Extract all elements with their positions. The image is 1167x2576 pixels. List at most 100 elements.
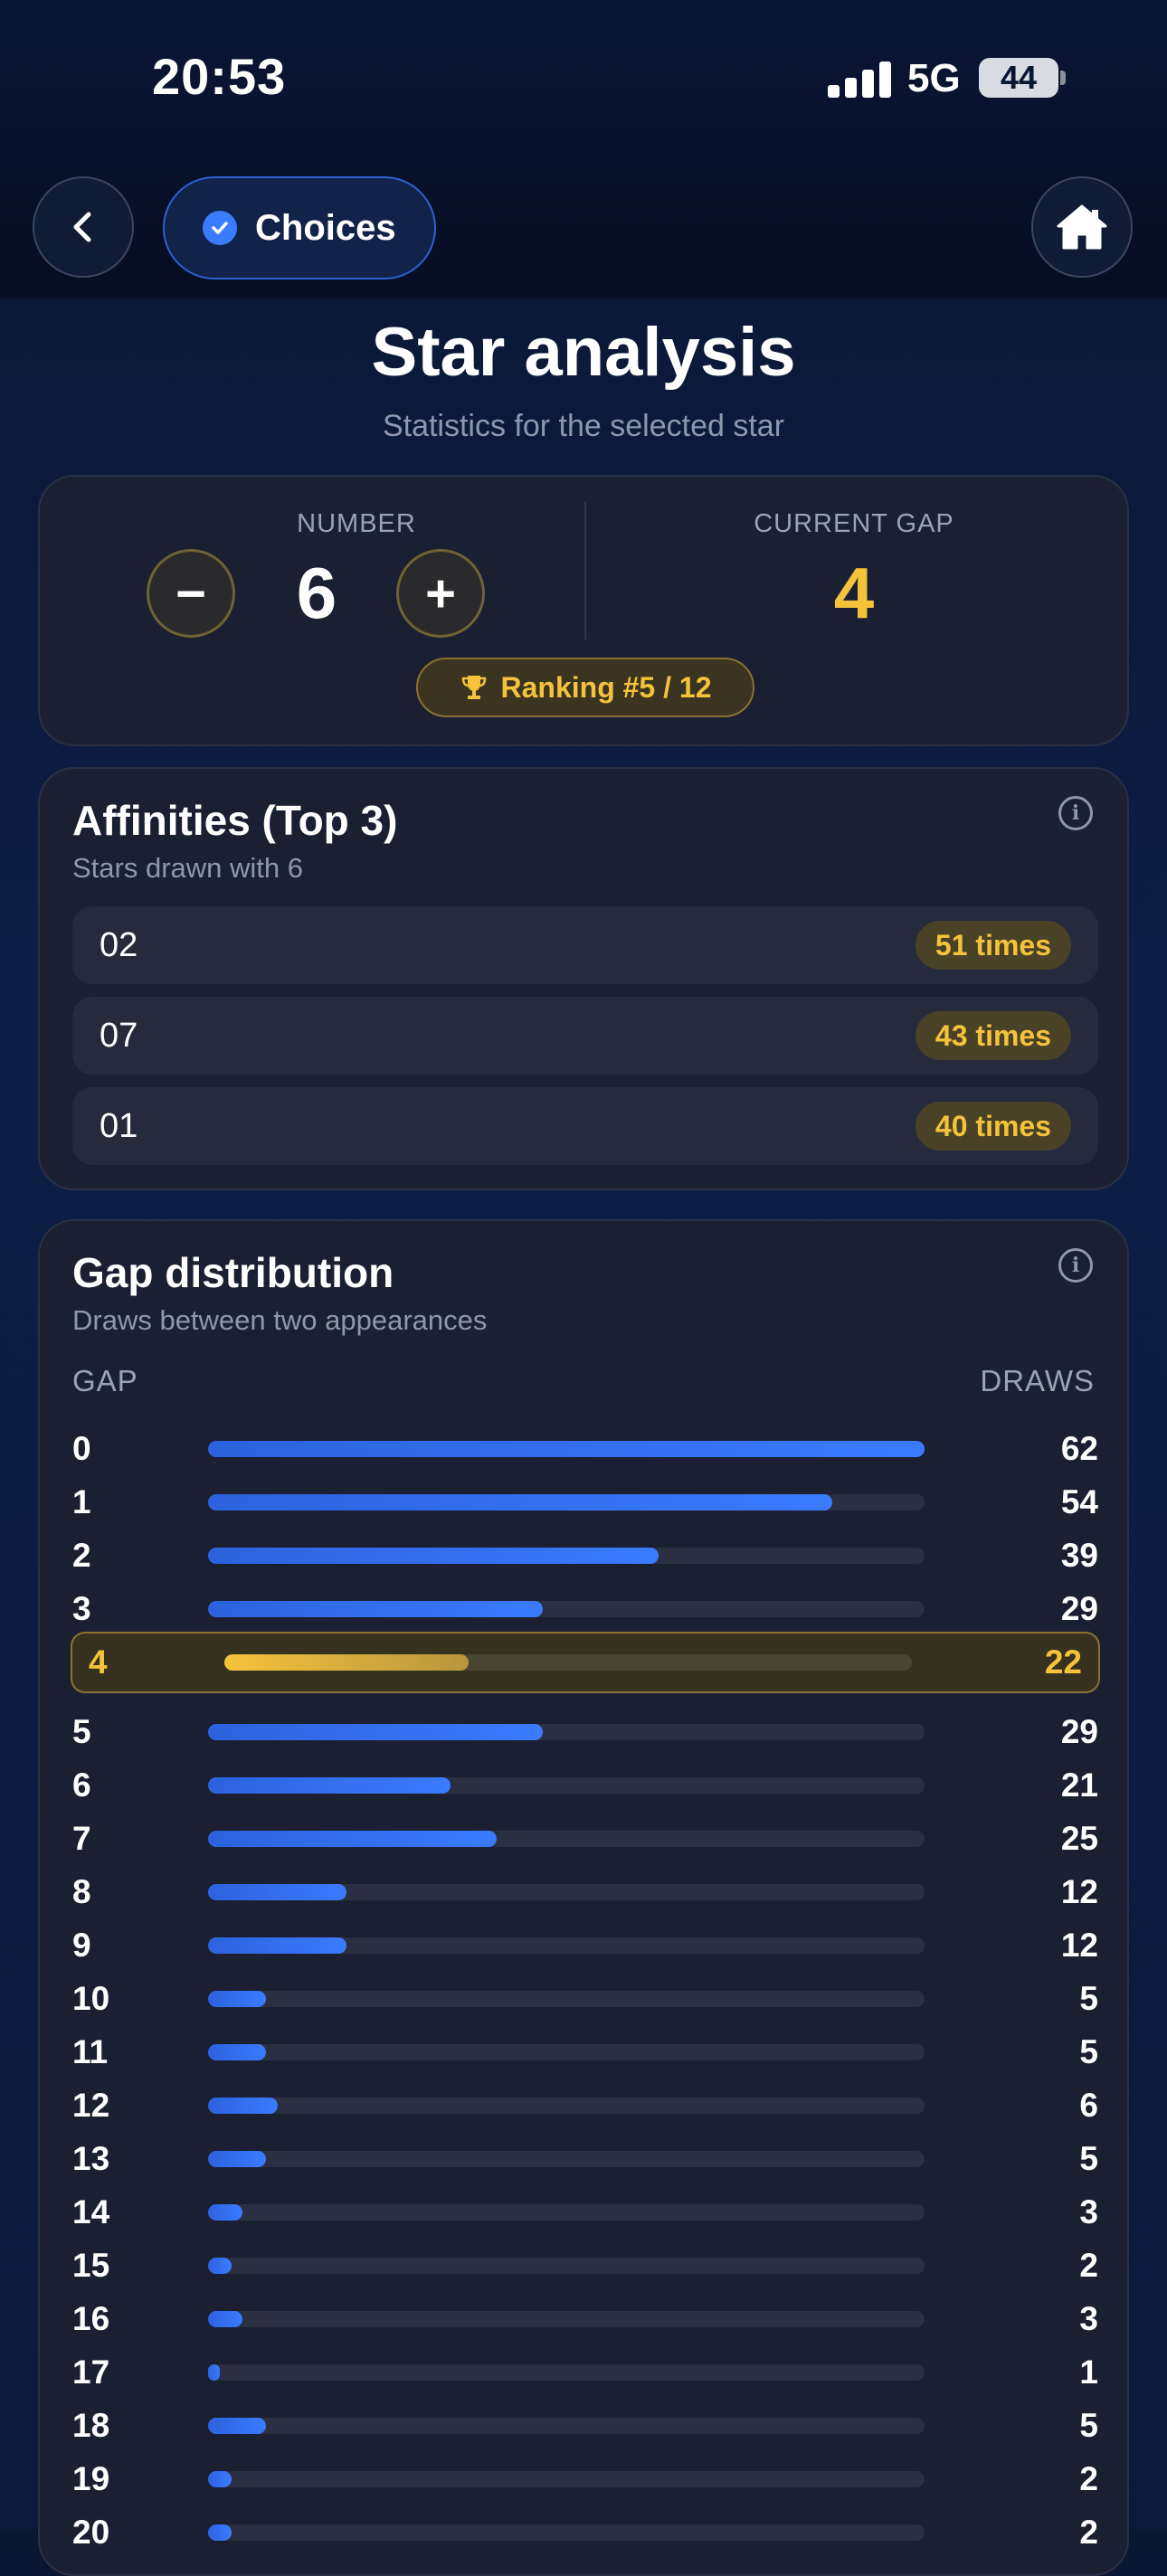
gap-draws-value: 62	[1060, 1430, 1098, 1467]
gap-bar-track	[208, 2524, 925, 2541]
gap-bar-track	[208, 1548, 925, 1564]
info-icon[interactable]: i	[1058, 1248, 1093, 1283]
gap-draws-value: 5	[1079, 1980, 1098, 2017]
gap-bar-track	[208, 2364, 925, 2381]
gap-row: 14 3	[72, 2191, 1098, 2234]
page-title: Star analysis	[371, 314, 796, 391]
affinities-title: Affinities (Top 3)	[72, 797, 398, 844]
gap-bar	[208, 1601, 544, 1617]
gap-row: 13 5	[72, 2137, 1098, 2181]
home-button[interactable]	[1031, 176, 1133, 278]
affinity-count-badge: 40 times	[915, 1102, 1071, 1151]
info-icon[interactable]: i	[1058, 796, 1093, 830]
gap-row: 6 21	[72, 1764, 1098, 1807]
gap-label: 19	[72, 2460, 110, 2497]
gap-row: 9 12	[72, 1924, 1098, 1967]
gap-label: 12	[72, 2087, 110, 2124]
gap-label: 18	[72, 2407, 110, 2444]
gap-bar-track	[208, 1601, 925, 1617]
gap-bar	[208, 2204, 243, 2221]
gap-draws-value: 21	[1060, 1766, 1098, 1804]
chevron-left-icon	[73, 212, 91, 242]
gap-bar-track	[208, 2311, 925, 2327]
gap-row: 20 2	[72, 2511, 1098, 2554]
affinities-card: Affinities (Top 3) Stars drawn with 6 i …	[38, 767, 1129, 1190]
affinity-row: 01 40 times	[72, 1087, 1098, 1165]
decrement-button[interactable]: −	[147, 549, 235, 638]
gap-draws-value: 12	[1060, 1927, 1098, 1964]
gap-bar	[224, 1654, 469, 1671]
gap-label: 13	[72, 2140, 110, 2177]
home-icon	[1057, 204, 1107, 250]
network-label: 5G	[907, 56, 961, 100]
status-bar: 20:53 5G 44	[0, 0, 1167, 158]
gap-draws-value: 39	[1060, 1537, 1098, 1574]
gap-bar	[208, 2151, 266, 2167]
gap-row: 8 12	[72, 1870, 1098, 1914]
battery-icon: 44	[979, 58, 1058, 98]
gap-bar-track	[208, 1884, 925, 1900]
gap-draws-value: 54	[1060, 1483, 1098, 1520]
ranking-badge: Ranking #5 / 12	[416, 658, 754, 717]
gap-draws-value: 2	[1079, 2460, 1098, 2497]
gap-label: 2	[72, 1537, 91, 1574]
back-button[interactable]	[33, 176, 134, 278]
gap-row: 0 62	[72, 1427, 1098, 1471]
gap-draws-value: 22	[1044, 1643, 1082, 1681]
page-subtitle: Statistics for the selected star	[382, 409, 785, 443]
gap-bar	[208, 2311, 243, 2327]
star-number-value: 6	[296, 553, 337, 633]
gap-bar-track	[208, 1494, 925, 1511]
gap-distribution-subtitle: Draws between two appearances	[72, 1304, 488, 1336]
gap-bar	[208, 2471, 232, 2487]
gap-row: 16 3	[72, 2297, 1098, 2341]
gap-bar	[208, 2258, 232, 2274]
gap-bar	[208, 2524, 232, 2541]
affinity-number: 02	[100, 926, 138, 964]
gap-bar	[208, 2364, 220, 2381]
gap-bar-track	[208, 2258, 925, 2274]
gap-label: 5	[72, 1713, 91, 1750]
status-time: 20:53	[152, 48, 287, 105]
trophy-icon	[461, 676, 486, 699]
gap-label: 4	[89, 1643, 108, 1681]
choices-button[interactable]: Choices	[163, 176, 436, 279]
gap-label: 1	[72, 1483, 91, 1520]
current-gap-label: CURRENT GAP	[754, 509, 954, 538]
number-label: NUMBER	[297, 509, 416, 538]
gap-draws-value: 5	[1079, 2033, 1098, 2070]
affinities-subtitle: Stars drawn with 6	[72, 852, 303, 884]
gap-label: 14	[72, 2193, 110, 2230]
signal-icon	[828, 62, 891, 98]
gap-draws-value: 29	[1060, 1590, 1098, 1627]
gap-draws-value: 5	[1079, 2407, 1098, 2444]
gap-draws-value: 6	[1079, 2087, 1098, 2124]
gap-label: 10	[72, 1980, 110, 2017]
affinity-row: 02 51 times	[72, 906, 1098, 984]
gap-label: 17	[72, 2353, 110, 2391]
gap-row-current: 4 22	[71, 1632, 1100, 1693]
gap-row: 11 5	[72, 2031, 1098, 2074]
gap-draws-value: 1	[1079, 2353, 1098, 2391]
gap-bar-track	[208, 1831, 925, 1847]
gap-bar	[208, 1991, 266, 2007]
battery-nub	[1060, 71, 1066, 85]
gap-bar	[208, 1777, 451, 1794]
draws-column-header: DRAWS	[980, 1364, 1095, 1397]
gap-bar	[208, 2098, 278, 2114]
gap-bar	[208, 1441, 925, 1457]
gap-draws-value: 2	[1079, 2247, 1098, 2284]
gap-draws-value: 5	[1079, 2140, 1098, 2177]
gap-bar-track	[208, 1441, 925, 1457]
increment-button[interactable]: +	[396, 549, 485, 638]
gap-bar-track	[208, 2204, 925, 2221]
gap-bar-track	[208, 2044, 925, 2060]
current-gap-value: 4	[833, 553, 875, 633]
gap-draws-value: 29	[1060, 1713, 1098, 1750]
gap-draws-value: 3	[1079, 2193, 1098, 2230]
gap-label: 7	[72, 1820, 91, 1857]
gap-bar-track	[208, 2418, 925, 2434]
gap-draws-value: 25	[1060, 1820, 1098, 1857]
gap-label: 15	[72, 2247, 110, 2284]
gap-bar	[208, 2418, 266, 2434]
